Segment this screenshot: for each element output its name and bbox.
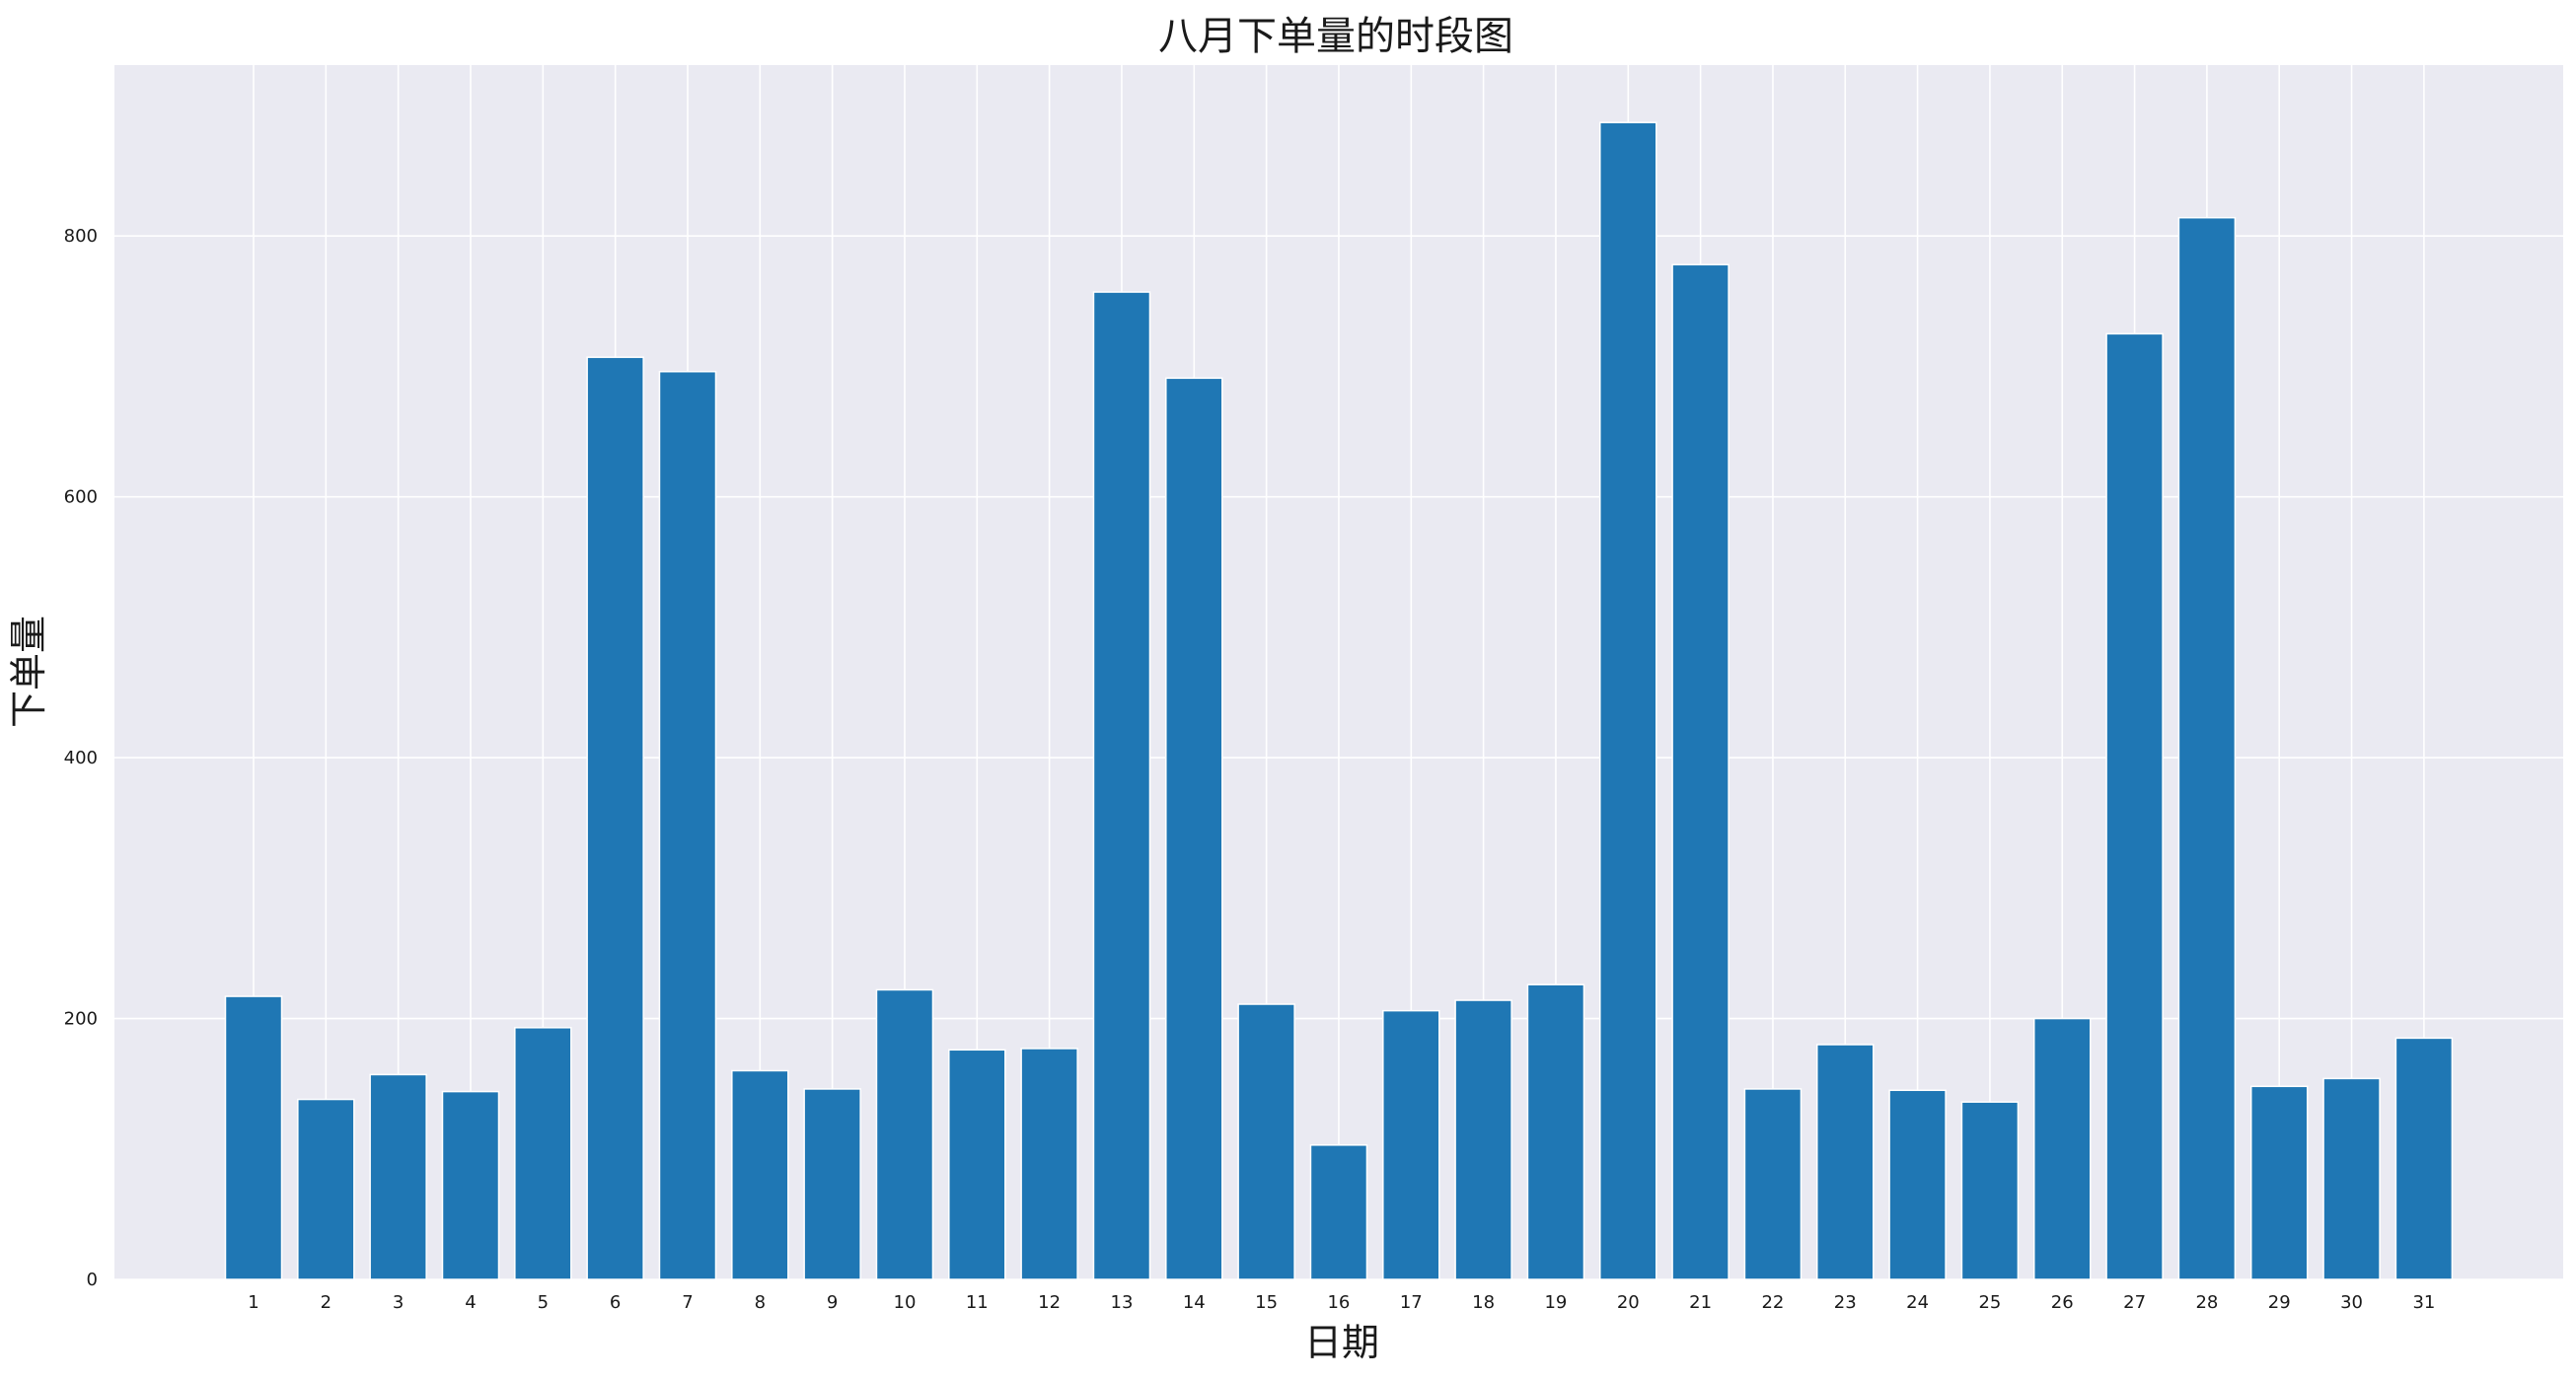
bar — [1454, 999, 1512, 1280]
y-tick-labels: 0 200 400 600 800 — [64, 226, 98, 1290]
bar — [224, 995, 283, 1280]
bar — [1671, 263, 1730, 1280]
y-tick-label: 200 — [64, 1009, 98, 1030]
bar — [875, 988, 934, 1280]
bar — [2105, 332, 2164, 1280]
bar — [1960, 1101, 2020, 1280]
bar — [2033, 1017, 2092, 1280]
x-tick-label: 27 — [2123, 1292, 2146, 1313]
bar — [2249, 1085, 2309, 1280]
x-tick-label: 7 — [682, 1292, 693, 1313]
x-tick-label: 14 — [1183, 1292, 1206, 1313]
x-tick-label: 11 — [966, 1292, 989, 1313]
x-tick-label: 31 — [2412, 1292, 2435, 1313]
bar — [1526, 983, 1585, 1280]
bar — [1599, 121, 1657, 1280]
bar — [1237, 1003, 1295, 1280]
bars — [224, 121, 2454, 1280]
bar — [1165, 377, 1223, 1280]
x-tick-label: 18 — [1472, 1292, 1495, 1313]
bar — [586, 356, 644, 1280]
chart-title: 八月下单量的时段图 — [1158, 14, 1513, 59]
bar — [1816, 1044, 1875, 1280]
bar — [803, 1088, 861, 1280]
bar — [441, 1090, 500, 1280]
x-tick-label: 20 — [1617, 1292, 1640, 1313]
x-tick-label: 16 — [1327, 1292, 1350, 1313]
x-tick-label: 25 — [1978, 1292, 2001, 1313]
x-tick-label: 12 — [1038, 1292, 1061, 1313]
y-tick-label: 600 — [64, 487, 98, 508]
x-tick-label: 24 — [1906, 1292, 1929, 1313]
bar — [731, 1069, 789, 1280]
bar — [297, 1098, 355, 1280]
x-tick-label: 3 — [393, 1292, 404, 1313]
x-tick-label: 29 — [2268, 1292, 2291, 1313]
x-axis-label: 日期 — [1304, 1321, 1379, 1364]
bar — [2177, 216, 2237, 1280]
x-tick-label: 1 — [248, 1292, 258, 1313]
x-tick-label: 23 — [1834, 1292, 1857, 1313]
x-tick-label: 10 — [894, 1292, 917, 1313]
x-tick-label: 22 — [1761, 1292, 1784, 1313]
bar — [948, 1049, 1006, 1280]
y-tick-label: 800 — [64, 226, 98, 247]
bar — [1092, 291, 1151, 1280]
x-tick-label: 13 — [1111, 1292, 1134, 1313]
bar — [658, 370, 717, 1280]
bar — [1309, 1144, 1368, 1280]
x-tick-label: 17 — [1400, 1292, 1423, 1313]
y-axis-label: 下单量 — [7, 616, 50, 728]
x-tick-label: 8 — [755, 1292, 766, 1313]
bar — [1743, 1088, 1803, 1280]
x-tick-labels: 1 2 3 4 5 6 7 8 9 10 11 12 13 14 15 16 17 18 19 20 21 22 23 24 2… — [248, 1292, 2435, 1313]
x-tick-label: 15 — [1255, 1292, 1278, 1313]
x-tick-label: 21 — [1689, 1292, 1712, 1313]
x-tick-label: 28 — [2195, 1292, 2218, 1313]
x-tick-label: 9 — [827, 1292, 838, 1313]
x-tick-label: 26 — [2051, 1292, 2074, 1313]
bar — [2322, 1077, 2381, 1280]
bar — [2394, 1037, 2454, 1280]
x-tick-label: 2 — [321, 1292, 331, 1313]
x-tick-label: 4 — [465, 1292, 476, 1313]
bar — [369, 1073, 427, 1280]
bar — [514, 1027, 572, 1280]
x-tick-label: 5 — [538, 1292, 549, 1313]
x-tick-label: 19 — [1544, 1292, 1567, 1313]
y-tick-label: 0 — [87, 1270, 98, 1290]
x-tick-label: 6 — [610, 1292, 621, 1313]
bar — [1382, 1009, 1440, 1280]
bar — [1020, 1048, 1078, 1280]
y-tick-label: 400 — [64, 748, 98, 768]
x-tick-label: 30 — [2340, 1292, 2363, 1313]
bar — [1888, 1089, 1947, 1280]
